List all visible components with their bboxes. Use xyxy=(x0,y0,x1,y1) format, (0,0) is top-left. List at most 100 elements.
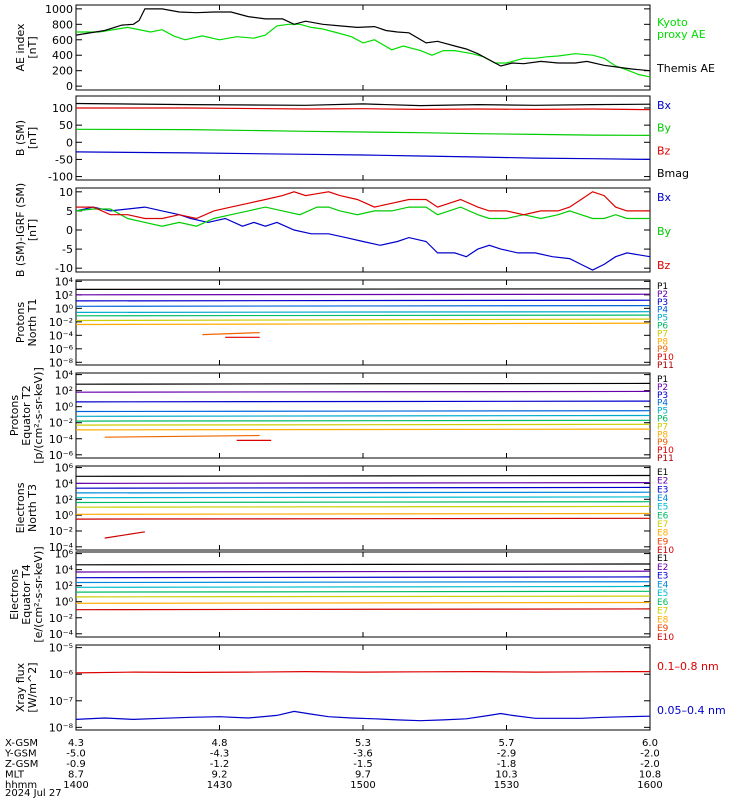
series-by xyxy=(75,206,650,227)
y-tick-label: 10⁻² xyxy=(49,525,73,538)
series-p6 xyxy=(75,419,651,422)
date-label: 2024 Jul 27 xyxy=(5,788,62,799)
series-0-1-0-8-nm xyxy=(75,670,651,674)
y-tick-label: 0 xyxy=(66,136,73,149)
x-row-label-mlt: MLT xyxy=(5,770,25,781)
legend-entry: P5 xyxy=(657,407,668,417)
x-row-value: 1600 xyxy=(637,780,662,791)
series-by xyxy=(75,128,651,136)
legend-entry: P5 xyxy=(657,314,668,324)
y-tick-label: 600 xyxy=(52,34,73,47)
series-p4 xyxy=(75,305,651,307)
y-tick-label: 10⁻⁷ xyxy=(49,695,73,708)
y-tick-label: 10⁻⁸ xyxy=(49,356,74,369)
series-p9 xyxy=(104,434,260,438)
x-row-value: 9.7 xyxy=(355,770,371,781)
series-bx xyxy=(75,151,651,160)
y-tick-label: 10⁰ xyxy=(55,302,74,315)
y-tick-label: 10⁰ xyxy=(55,401,74,414)
legend-entry: E2 xyxy=(657,563,668,573)
y-axis-label: [W/m^2] xyxy=(26,662,39,712)
legend-entry: P4 xyxy=(657,399,668,409)
series-bz xyxy=(76,191,650,220)
legend-entry: Themis AE xyxy=(656,62,715,75)
series-p8 xyxy=(75,322,651,326)
x-row-label-x-gsm: X-GSM xyxy=(5,738,38,749)
legend-entry: P11 xyxy=(657,454,674,464)
y-axis-label: North T3 xyxy=(26,484,39,532)
series-bz xyxy=(76,107,651,111)
legend-entry: P7 xyxy=(657,329,668,339)
y-tick-label: 5 xyxy=(66,205,73,218)
y-axis-label: [p/(cm²-s-sr-keV)] xyxy=(32,367,45,464)
series-p7 xyxy=(75,423,651,426)
y-tick-label: 10⁴ xyxy=(55,369,74,382)
x-row-label-hhmm: hhmm xyxy=(5,780,37,791)
y-tick-label: 10⁻⁴ xyxy=(49,628,74,641)
y-tick-label: 10⁻⁵ xyxy=(49,642,73,655)
series-e1 xyxy=(75,474,651,477)
series-p7 xyxy=(75,318,651,322)
y-axis-label: Equator T2 xyxy=(20,385,33,445)
y-axis-label: B (SM) xyxy=(14,120,27,156)
legend-entry: E7 xyxy=(657,607,668,617)
y-tick-label: 1000 xyxy=(45,3,73,16)
y-axis-label: North T1 xyxy=(26,299,39,347)
legend-entry: E4 xyxy=(657,580,669,590)
x-row-value: 8.7 xyxy=(68,770,84,781)
series-e7 xyxy=(75,595,651,598)
x-row-value: -1.5 xyxy=(353,759,373,770)
series-e1 xyxy=(75,563,651,566)
legend-entry: Bz xyxy=(657,144,671,157)
y-axis-label: Equator T4 xyxy=(20,564,33,624)
legend-entry: E1 xyxy=(657,554,668,564)
y-tick-label: 10⁻⁶ xyxy=(49,449,74,462)
panel-frame xyxy=(75,465,651,551)
x-row-value: 1430 xyxy=(207,780,232,791)
series-themis-ae xyxy=(75,8,651,72)
series-p8 xyxy=(75,428,651,431)
y-axis-label: Protons xyxy=(14,302,27,343)
y-tick-label: -10 xyxy=(55,262,73,275)
legend-entry: P8 xyxy=(657,337,668,347)
panel-8: 10⁻⁵ 10⁻⁶ 10⁻⁷ 10⁻⁸ Xray flux [W/m^2] 0.1–0.8 … xyxy=(14,642,726,735)
panel-2: -100 -50 0 50 100 B (SM) [nT] Bx By Bz Bmag xyxy=(14,95,689,184)
series-e9 xyxy=(75,608,651,611)
legend-entry: E8 xyxy=(657,615,669,625)
y-tick-label: 10 xyxy=(59,186,73,199)
y-tick-label: 10⁻⁸ xyxy=(49,721,74,734)
series-e8 xyxy=(75,512,651,515)
legend-entry: P9 xyxy=(657,345,668,355)
series-e6 xyxy=(75,501,651,504)
y-axis-label: Electrons xyxy=(14,482,27,533)
y-axis-label: B (SM)-IGRF (SM) xyxy=(14,183,27,277)
y-tick-label: 400 xyxy=(52,49,73,62)
y-tick-label: 10² xyxy=(55,580,73,593)
y-tick-label: 10⁻⁴ xyxy=(49,541,74,554)
series-bx xyxy=(75,206,651,271)
x-row-value: -5.0 xyxy=(66,749,86,760)
x-row-value: 1530 xyxy=(494,780,519,791)
legend-entry: P2 xyxy=(657,290,668,300)
legend-entry: E6 xyxy=(657,598,669,608)
series-e3 xyxy=(75,486,651,489)
series-e8 xyxy=(75,601,651,604)
series-e4 xyxy=(75,581,651,584)
series-bmag xyxy=(75,102,651,107)
series-e3 xyxy=(75,576,651,579)
y-axis-label: [nT] xyxy=(26,127,39,149)
x-row-label-y-gsm: Y-GSM xyxy=(4,749,37,760)
y-tick-label: 10⁶ xyxy=(55,548,74,561)
legend-entry: E8 xyxy=(657,529,669,539)
legend-entry: E2 xyxy=(657,477,668,487)
y-axis-label: AE index xyxy=(14,23,27,72)
y-tick-label: 10⁻² xyxy=(49,417,73,430)
x-row-value: -3.6 xyxy=(353,749,373,760)
x-row-value: 10.3 xyxy=(495,770,517,781)
legend-entry: Bx xyxy=(657,191,672,204)
legend-entry: E6 xyxy=(657,511,669,521)
y-tick-label: 10⁴ xyxy=(55,477,74,490)
series-p6 xyxy=(75,314,651,317)
y-axis-label: [nT] xyxy=(26,36,39,58)
